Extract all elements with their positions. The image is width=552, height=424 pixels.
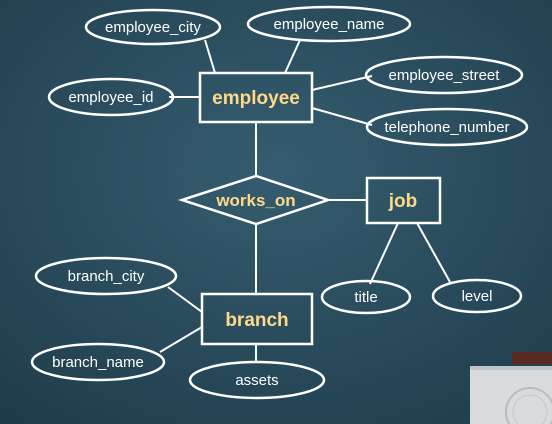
attr-employee-city-shape bbox=[84, 8, 222, 46]
attr-assets-label: assets bbox=[235, 372, 278, 389]
attribute-shapes bbox=[30, 5, 529, 400]
attr-level-label: level bbox=[462, 288, 493, 305]
line-employee-street bbox=[311, 75, 373, 91]
attr-employee-name-label: employee_name bbox=[274, 16, 385, 33]
podium-seal-icon bbox=[505, 387, 552, 424]
attr-title-label: title bbox=[354, 289, 377, 306]
entity-job-shape bbox=[365, 176, 442, 225]
line-telephone-number bbox=[311, 107, 373, 126]
line-employee-name bbox=[284, 39, 301, 74]
podium-seal-inner bbox=[512, 394, 548, 424]
entity-shapes bbox=[198, 71, 442, 346]
entity-job-label: job bbox=[388, 191, 418, 212]
relationship-works-on-shape bbox=[177, 174, 332, 226]
attr-employee-name-shape bbox=[246, 5, 412, 43]
relationship-works-on-label: works_on bbox=[215, 191, 295, 210]
line-job-title bbox=[369, 222, 399, 285]
attr-branch-name-shape bbox=[30, 342, 166, 382]
line-branch-city bbox=[167, 286, 203, 313]
entity-branch-shape bbox=[200, 292, 314, 346]
podium-microphone-base bbox=[512, 352, 552, 364]
attr-branch-city-shape bbox=[34, 256, 178, 296]
entity-employee-shape bbox=[198, 71, 314, 124]
line-job-level bbox=[416, 222, 451, 283]
attr-level-shape bbox=[431, 278, 523, 314]
attr-employee-city-label: employee_city bbox=[105, 19, 201, 36]
attr-employee-street-shape bbox=[364, 55, 524, 95]
attr-telephone-number-shape bbox=[365, 107, 529, 147]
attr-branch-city-label: branch_city bbox=[68, 268, 145, 285]
attr-branch-name-label: branch_name bbox=[52, 354, 144, 371]
entity-employee-label: employee bbox=[212, 88, 300, 109]
podium-front bbox=[470, 366, 552, 424]
attr-employee-id-label: employee_id bbox=[68, 89, 153, 106]
attr-employee-id-shape bbox=[47, 77, 175, 117]
attr-assets-shape bbox=[188, 360, 326, 400]
attr-title-shape bbox=[320, 279, 412, 315]
line-branch-name bbox=[159, 326, 203, 353]
entity-branch-label: branch bbox=[225, 310, 288, 331]
attr-telephone-number-label: telephone_number bbox=[384, 119, 509, 136]
lectern-podium bbox=[470, 352, 552, 424]
line-employee-city bbox=[204, 39, 216, 74]
podium-edge bbox=[470, 366, 552, 370]
attr-employee-street-label: employee_street bbox=[389, 67, 501, 84]
